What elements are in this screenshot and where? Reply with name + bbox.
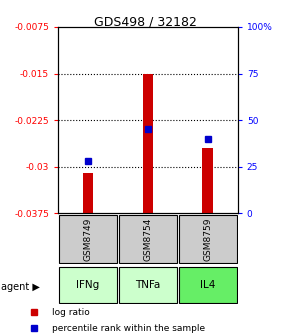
- Text: GSM8754: GSM8754: [143, 217, 153, 261]
- Text: GSM8749: GSM8749: [84, 217, 93, 261]
- Text: IL4: IL4: [200, 280, 215, 290]
- Bar: [59, 267, 117, 302]
- Bar: [142, 74, 153, 213]
- Text: agent ▶: agent ▶: [1, 282, 40, 292]
- Bar: [119, 214, 177, 263]
- Bar: [202, 148, 213, 213]
- Text: percentile rank within the sample: percentile rank within the sample: [52, 324, 205, 333]
- Bar: [83, 173, 93, 213]
- Bar: [119, 267, 177, 302]
- Text: GDS498 / 32182: GDS498 / 32182: [94, 15, 196, 28]
- Text: GSM8759: GSM8759: [203, 217, 212, 261]
- Text: IFNg: IFNg: [76, 280, 99, 290]
- Text: log ratio: log ratio: [52, 307, 90, 317]
- Bar: [179, 214, 237, 263]
- Bar: [179, 267, 237, 302]
- Text: TNFa: TNFa: [135, 280, 161, 290]
- Bar: [59, 214, 117, 263]
